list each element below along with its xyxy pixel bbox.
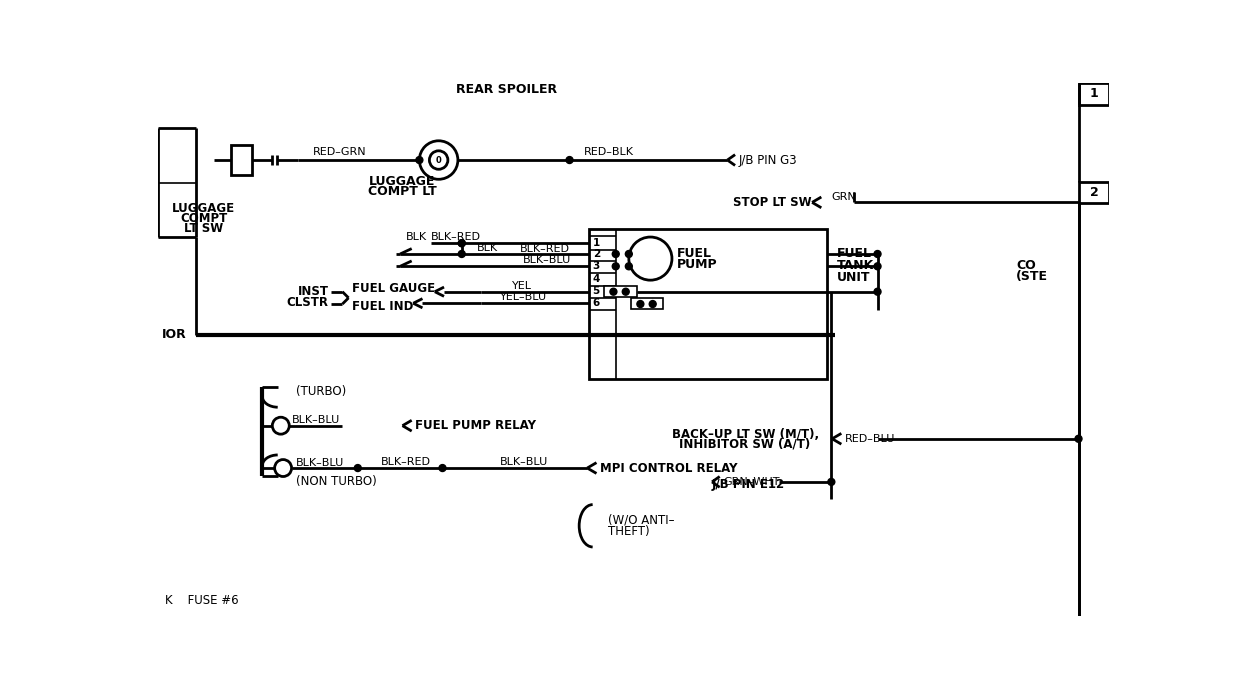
Circle shape bbox=[874, 251, 881, 257]
Text: RED–BLK: RED–BLK bbox=[585, 147, 634, 157]
Circle shape bbox=[417, 156, 423, 163]
Text: FUEL IND: FUEL IND bbox=[351, 300, 413, 313]
Circle shape bbox=[625, 251, 633, 257]
Text: GRN: GRN bbox=[832, 192, 857, 202]
Text: FUEL GAUGE: FUEL GAUGE bbox=[351, 282, 435, 295]
Text: REAR SPOILER: REAR SPOILER bbox=[456, 84, 557, 96]
Text: RED–GRN: RED–GRN bbox=[313, 147, 367, 157]
Text: BLK–BLU: BLK–BLU bbox=[523, 255, 571, 265]
Text: THEFT): THEFT) bbox=[608, 525, 650, 538]
Text: (STE: (STE bbox=[1016, 270, 1048, 283]
Circle shape bbox=[637, 300, 644, 307]
Text: MPI CONTROL RELAY: MPI CONTROL RELAY bbox=[599, 462, 737, 475]
Text: J/B PIN E12: J/B PIN E12 bbox=[712, 478, 785, 491]
Text: (TURBO): (TURBO) bbox=[297, 385, 346, 397]
Text: 4: 4 bbox=[592, 275, 599, 284]
Text: BLK: BLK bbox=[405, 232, 428, 242]
Text: BLK: BLK bbox=[477, 243, 498, 253]
Circle shape bbox=[459, 251, 465, 257]
Circle shape bbox=[459, 239, 465, 246]
Text: 1: 1 bbox=[1090, 87, 1099, 100]
Bar bbox=[231, 145, 252, 176]
Text: LUGGAGE: LUGGAGE bbox=[370, 175, 435, 188]
Text: 6: 6 bbox=[592, 298, 599, 308]
Circle shape bbox=[649, 300, 656, 307]
Circle shape bbox=[874, 263, 881, 270]
Text: INHIBITOR SW (A/T): INHIBITOR SW (A/T) bbox=[680, 437, 811, 450]
Text: 3: 3 bbox=[592, 262, 599, 271]
Circle shape bbox=[612, 263, 619, 270]
Circle shape bbox=[566, 156, 574, 163]
Text: 1: 1 bbox=[592, 238, 599, 248]
Text: CO: CO bbox=[1016, 259, 1036, 272]
Text: TANK: TANK bbox=[837, 259, 874, 272]
Circle shape bbox=[625, 263, 633, 270]
Text: BLK–RED: BLK–RED bbox=[431, 232, 481, 242]
Circle shape bbox=[874, 289, 881, 295]
Text: UNIT: UNIT bbox=[837, 271, 870, 284]
Text: BLK–RED: BLK–RED bbox=[519, 244, 570, 253]
Text: BLK–BLU: BLK–BLU bbox=[293, 415, 341, 424]
Text: LUGGAGE: LUGGAGE bbox=[172, 202, 235, 215]
Text: BLK–BLU: BLK–BLU bbox=[297, 457, 345, 468]
Text: BACK–UP LT SW (M/T),: BACK–UP LT SW (M/T), bbox=[671, 428, 818, 441]
Bar bbox=[588, 229, 827, 379]
Circle shape bbox=[622, 289, 629, 295]
Text: BLK–BLU: BLK–BLU bbox=[501, 457, 549, 467]
Text: K    FUSE #6: K FUSE #6 bbox=[166, 594, 239, 607]
Circle shape bbox=[459, 239, 465, 246]
Text: 0: 0 bbox=[436, 156, 441, 165]
Text: YEL–BLU: YEL–BLU bbox=[501, 292, 548, 302]
Text: LT SW: LT SW bbox=[184, 222, 224, 235]
Circle shape bbox=[612, 251, 619, 257]
Text: BLK–RED: BLK–RED bbox=[381, 457, 431, 467]
Bar bbox=[632, 298, 664, 309]
Text: PUMP: PUMP bbox=[677, 258, 718, 271]
Text: FUEL: FUEL bbox=[677, 248, 712, 260]
Text: CLSTR: CLSTR bbox=[287, 296, 329, 309]
Text: (NON TURBO): (NON TURBO) bbox=[297, 475, 377, 489]
Text: RED–BLU: RED–BLU bbox=[844, 434, 895, 444]
Circle shape bbox=[274, 459, 292, 477]
Circle shape bbox=[419, 140, 457, 179]
Text: STOP LT SW: STOP LT SW bbox=[733, 196, 812, 209]
Circle shape bbox=[429, 151, 447, 170]
Text: (W/O ANTI–: (W/O ANTI– bbox=[608, 514, 675, 527]
Text: FUEL PUMP RELAY: FUEL PUMP RELAY bbox=[415, 419, 535, 432]
Text: IOR: IOR bbox=[162, 328, 187, 341]
Bar bbox=[1079, 181, 1110, 203]
Bar bbox=[604, 286, 637, 297]
Text: 2: 2 bbox=[592, 249, 599, 259]
Text: YEL: YEL bbox=[512, 280, 531, 291]
Text: 5: 5 bbox=[592, 286, 599, 296]
Text: FUEL: FUEL bbox=[837, 248, 871, 260]
Circle shape bbox=[439, 464, 446, 471]
Text: 2: 2 bbox=[1090, 186, 1099, 199]
Circle shape bbox=[828, 478, 834, 485]
Text: COMPT: COMPT bbox=[180, 212, 227, 225]
Circle shape bbox=[272, 417, 289, 434]
Circle shape bbox=[629, 237, 672, 280]
Circle shape bbox=[1075, 435, 1082, 442]
Text: COMPT LT: COMPT LT bbox=[368, 185, 436, 198]
Circle shape bbox=[355, 464, 361, 471]
Text: INST: INST bbox=[298, 285, 329, 298]
Text: GRN–WHT: GRN–WHT bbox=[723, 477, 780, 487]
Bar bbox=[1079, 83, 1110, 104]
Circle shape bbox=[609, 289, 617, 295]
Text: J/B PIN G3: J/B PIN G3 bbox=[738, 154, 797, 167]
